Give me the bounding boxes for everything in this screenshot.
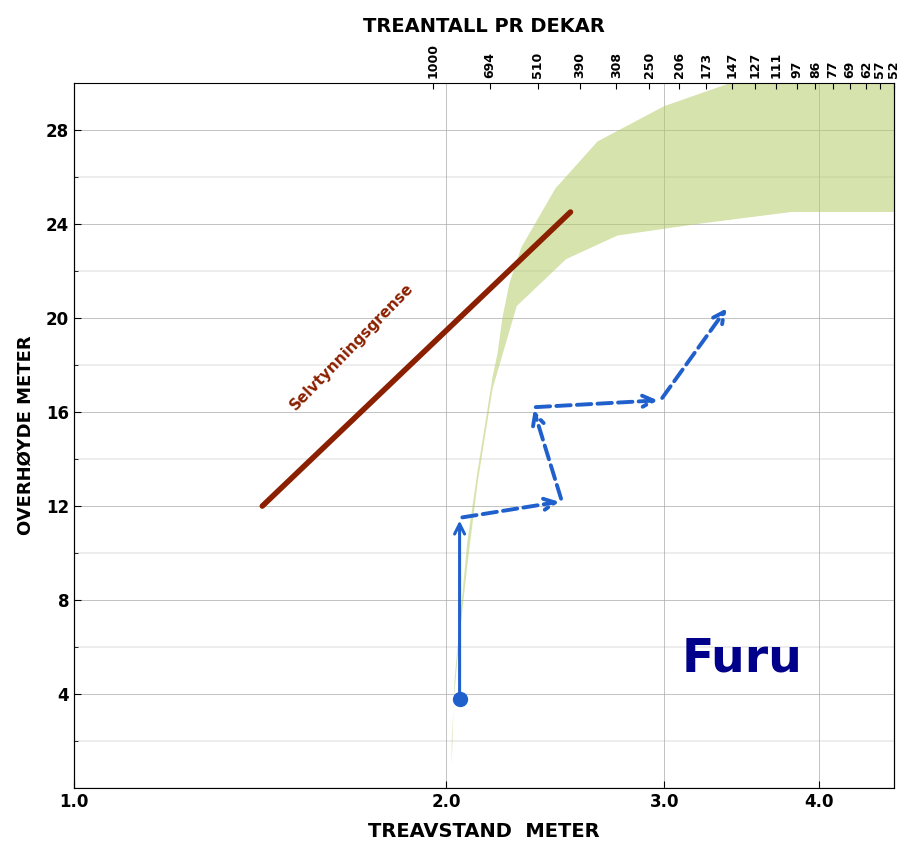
Y-axis label: OVERHØYDE METER: OVERHØYDE METER <box>17 335 35 535</box>
Text: Selvtynningsgrense: Selvtynningsgrense <box>287 281 416 413</box>
X-axis label: TREAVSTAND  METER: TREAVSTAND METER <box>368 822 600 842</box>
Polygon shape <box>452 82 894 764</box>
Text: Furu: Furu <box>681 637 802 681</box>
X-axis label: TREANTALL PR DEKAR: TREANTALL PR DEKAR <box>363 16 605 36</box>
